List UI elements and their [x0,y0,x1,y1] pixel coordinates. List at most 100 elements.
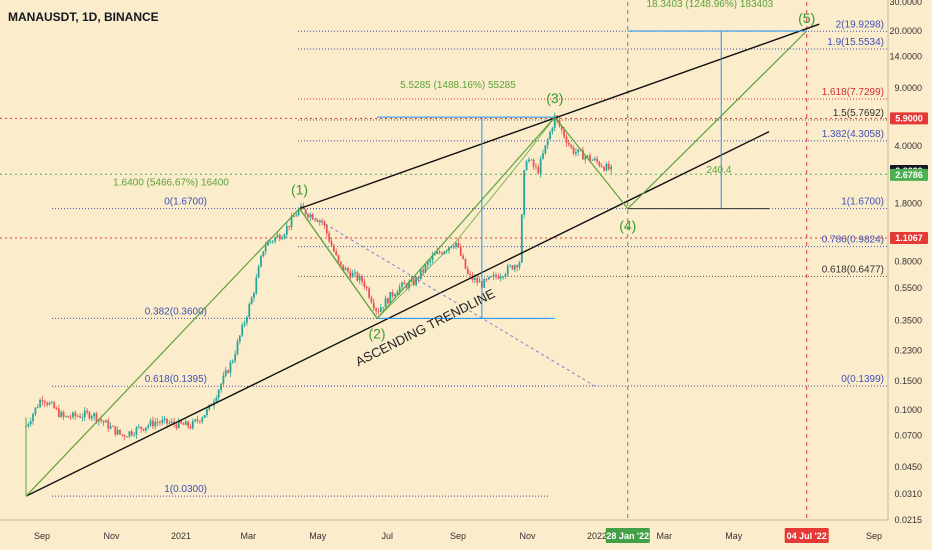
candle-body [347,268,349,272]
candle-body [34,407,37,414]
candle-body [262,251,265,256]
candle-body [361,276,363,282]
candle-body [88,412,91,419]
price-tag [890,112,928,125]
candle-body [318,220,321,222]
candle-body [339,261,342,265]
candle-body [48,402,51,405]
price-tag-label: 1.1067 [895,233,923,243]
candle-body [297,208,300,216]
x-tick-label: Sep [34,531,50,541]
candle-body [231,360,234,363]
candle-body [168,422,171,424]
candle-body [39,399,41,407]
candle-body [598,161,601,166]
candle-body [335,251,338,256]
candle-body [499,277,502,279]
candle-body [119,429,121,435]
candle-body [448,247,450,251]
candle-body [398,286,401,292]
candle-body [36,406,39,408]
candle-body [560,125,563,130]
y-tick-label: 0.5500 [894,283,922,293]
candle-body [67,415,70,418]
candle-body [250,297,253,305]
candle-body [79,416,81,418]
y-tick-label: 4.0000 [894,141,922,151]
candle-body [386,298,389,304]
candle-body [267,241,269,246]
wave-label: (4) [619,218,636,234]
candle-body [464,258,467,269]
candle-body [483,278,486,288]
date-tag [605,528,650,543]
candle-body [140,426,143,429]
candle-body [325,225,328,234]
candle-body [83,410,86,418]
candle-body [283,234,286,238]
fib-left-label: 0.618(0.1395) [145,374,207,385]
ascending-trendline [25,130,770,497]
candle-body [95,413,98,422]
fib-left-label: 1(0.0300) [164,484,207,495]
candle-body [292,216,295,218]
candle-body [149,420,152,426]
price-tag [890,168,928,181]
x-tick-label: Sep [866,531,882,541]
candle-body [436,251,439,255]
candle-body [469,273,472,275]
candle-body [546,139,549,146]
candle-body [180,420,182,424]
wave-label: (2) [368,325,385,341]
candle-body [408,281,410,289]
y-tick-label: 9.0000 [894,83,922,93]
y-tick-label: 0.2300 [894,345,922,355]
x-tick-label: 2022 [587,531,607,541]
candle-body [321,220,323,222]
candle-body [86,410,88,413]
wave-label: (3) [546,90,563,106]
candle-body [495,274,497,277]
candle-body [401,282,403,287]
candle-body [300,205,302,209]
candle-body [363,281,366,287]
candle-body [422,269,425,272]
candle-body [586,155,589,157]
candle-body [553,115,556,129]
y-tick-label: 0.0450 [894,462,922,472]
candle-body [260,255,262,267]
candle-body [506,265,509,275]
candle-body [130,431,133,435]
candle-body [549,131,551,140]
candle-body [342,264,345,271]
candle-body [532,159,535,167]
candle-body [542,153,544,159]
candle-body [584,156,587,160]
candle-body [600,165,603,168]
candle-body [109,425,112,429]
fib-right-label: 1.5(5.7692) [833,108,884,119]
candle-body [161,420,164,423]
candle-body [459,246,462,256]
candle-body [523,170,526,215]
candle-body [356,272,359,281]
candle-body [295,215,298,217]
candle-body [175,424,178,429]
candle-body [274,237,276,242]
candle-body [452,246,455,248]
candle-body [198,420,201,422]
candle-body [90,416,93,419]
candle-body [269,241,272,243]
wave-label: (5) [798,10,815,26]
candle-body [476,277,479,283]
candle-body [234,354,237,361]
fib-right-label: 0.618(0.6477) [822,264,884,275]
candle-body [144,427,147,431]
candle-body [358,276,361,281]
candle-body [419,269,422,279]
candle-body [525,161,528,171]
candle-body [551,128,554,132]
x-tick-label: 2021 [171,531,191,541]
candle-body [384,298,387,308]
